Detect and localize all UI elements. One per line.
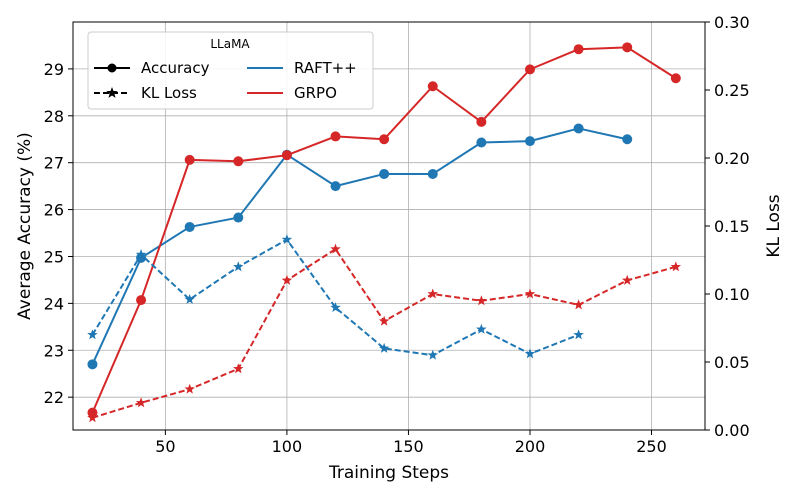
y-tick-label: 25 [44, 247, 64, 266]
raft-kl-loss-point [281, 234, 293, 245]
grpo-accuracy-point [379, 134, 390, 145]
raft-accuracy-point [573, 123, 584, 134]
raft-accuracy-point [233, 212, 244, 223]
grpo-accuracy-point [233, 156, 244, 167]
legend-grpo-label: GRPO [294, 84, 337, 102]
raft-kl-loss-point [87, 329, 98, 340]
legend-title: LLaMA [210, 37, 250, 51]
grpo-accuracy-point [524, 64, 535, 75]
grpo-accuracy-point [573, 44, 584, 55]
grpo-accuracy-point [670, 73, 681, 84]
y2-tick-label: 0.30 [714, 13, 750, 32]
legend-box [87, 31, 374, 110]
raft-kl-loss-point [573, 329, 584, 340]
grpo-kl-loss-point [330, 243, 341, 254]
y2-tick-label: 0.20 [714, 149, 750, 168]
raft-kl-loss-point [476, 323, 487, 334]
grpo-accuracy-point [427, 81, 438, 92]
legend-accuracy-marker [107, 63, 117, 73]
grpo-kl-loss-point [427, 288, 438, 299]
x-axis-label: Training Steps [328, 463, 449, 483]
grpo-accuracy-point [622, 42, 633, 53]
grpo-kl-loss-point [573, 299, 584, 310]
legend: LLaMA Accuracy KL Loss RAFT++ GRPO [87, 31, 374, 110]
ticks: 50 100 150 200 250 22 23 24 25 26 27 28 29 0.00 0.05 0.… [44, 13, 750, 456]
grpo-kl-loss-point [233, 363, 244, 374]
grpo-accuracy-point [281, 150, 292, 161]
y2-tick-label: 0.15 [714, 217, 750, 236]
raft-accuracy-point [476, 137, 487, 148]
raft-kl-loss-point [330, 302, 341, 313]
raft-kl-loss-point [427, 349, 438, 360]
x-tick-label: 150 [393, 437, 424, 456]
y-tick-label: 26 [44, 201, 64, 220]
y-axis-label: Average Accuracy (%) [15, 132, 35, 320]
raft-kl-loss-point [378, 342, 390, 353]
grpo-kl-loss-point [87, 412, 98, 423]
legend-kl-label: KL Loss [141, 84, 197, 102]
y-tick-label: 22 [44, 388, 64, 407]
grpo-kl-loss-point [524, 288, 536, 299]
grpo-kl-loss-point [621, 274, 633, 285]
grpo-accuracy-point [136, 295, 147, 306]
grpo-kl-loss-point [184, 383, 195, 394]
grpo-kl-loss-point [670, 261, 682, 272]
x-tick-label: 50 [155, 437, 175, 456]
raft-accuracy-point [379, 168, 390, 179]
y2-tick-label: 0.05 [714, 353, 750, 372]
grpo-kl-loss-point [476, 295, 487, 306]
raft-accuracy-point [87, 359, 98, 370]
raft-accuracy-point [524, 136, 535, 147]
grpo-accuracy-point [476, 116, 487, 127]
y-tick-label: 24 [44, 294, 64, 313]
raft-kl-loss-point [184, 293, 195, 304]
raft-accuracy-point [622, 134, 633, 145]
legend-kl-marker [106, 87, 118, 98]
raft-kl-loss-line [91, 238, 579, 357]
raft-accuracy-point [136, 252, 147, 263]
raft-kl-loss-point [135, 249, 147, 260]
raft-kl-loss-point [233, 261, 244, 272]
series-layer [87, 42, 682, 423]
grpo-kl-loss-point [378, 315, 390, 326]
legend-raft-label: RAFT++ [294, 59, 357, 77]
grpo-kl-loss-point [281, 274, 293, 285]
grpo-kl-loss-point [135, 397, 147, 408]
y-tick-label: 28 [44, 107, 64, 126]
x-tick-label: 200 [515, 437, 546, 456]
y2-tick-label: 0.00 [714, 421, 750, 440]
raft-accuracy-point [330, 181, 341, 192]
raft-accuracy-line [91, 127, 628, 365]
grid [73, 22, 705, 430]
raft-accuracy-point [184, 221, 195, 232]
y2-axis-label: KL Loss [764, 194, 784, 257]
grpo-accuracy-point [330, 131, 341, 142]
raft-accuracy-point [427, 168, 438, 179]
raft-kl-loss-point [524, 348, 536, 359]
y2-tick-label: 0.25 [714, 81, 750, 100]
y-tick-label: 23 [44, 341, 64, 360]
legend-accuracy-label: Accuracy [141, 59, 210, 77]
grpo-accuracy-point [184, 154, 195, 165]
y2-tick-label: 0.10 [714, 285, 750, 304]
y-tick-label: 29 [44, 60, 64, 79]
x-tick-label: 250 [636, 437, 667, 456]
x-tick-label: 100 [272, 437, 303, 456]
y-tick-label: 27 [44, 154, 64, 173]
